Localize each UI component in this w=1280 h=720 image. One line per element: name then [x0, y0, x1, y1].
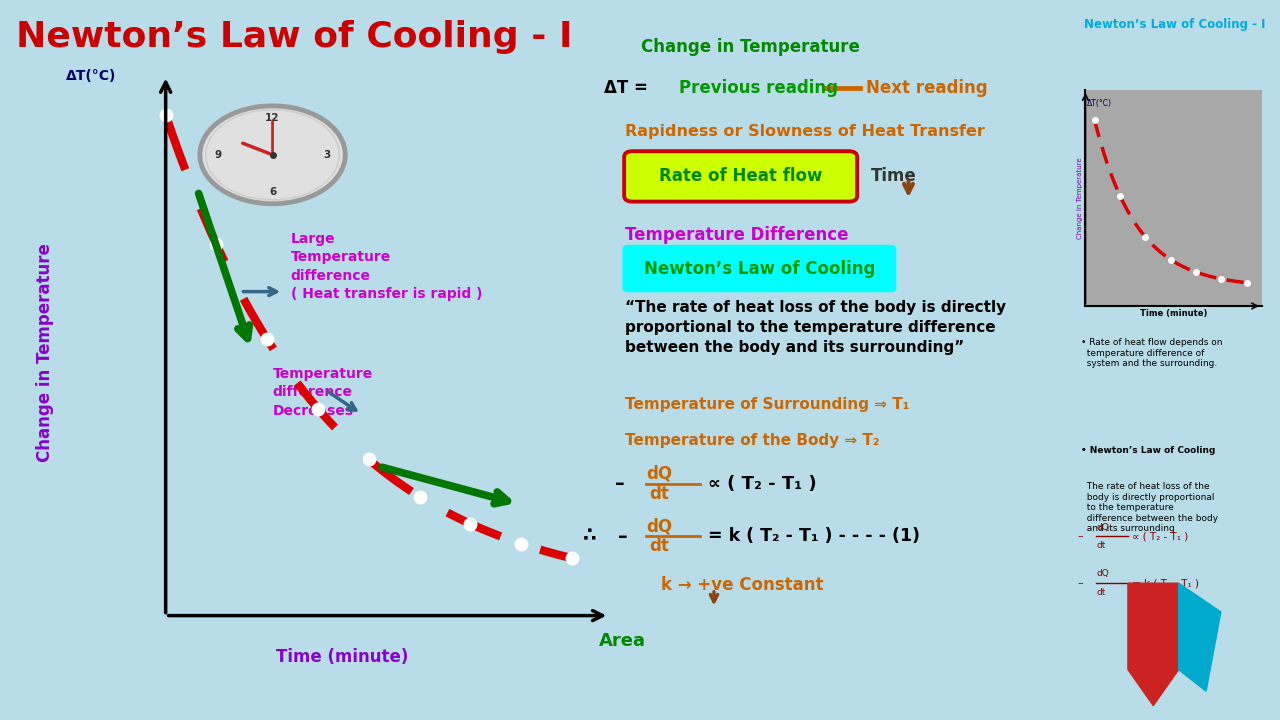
Text: 12: 12 — [265, 113, 280, 123]
Text: –: – — [614, 474, 625, 493]
Text: dt: dt — [1096, 588, 1106, 597]
Text: Temperature of the Body ⇒ T₂: Temperature of the Body ⇒ T₂ — [625, 433, 879, 448]
FancyBboxPatch shape — [625, 151, 858, 202]
Text: 9: 9 — [215, 150, 221, 160]
Text: 6: 6 — [269, 186, 276, 197]
Text: dQ: dQ — [1096, 523, 1108, 531]
Text: Time (minute): Time (minute) — [275, 648, 408, 665]
Text: –: – — [1078, 578, 1083, 588]
Text: 3: 3 — [324, 150, 330, 160]
Text: • Rate of heat flow depends on
  temperature difference of
  system and the surr: • Rate of heat flow depends on temperatu… — [1082, 338, 1222, 368]
Polygon shape — [1179, 583, 1221, 691]
Text: Newton’s Law of Cooling: Newton’s Law of Cooling — [644, 260, 876, 278]
Text: Newton’s Law of Cooling - I: Newton’s Law of Cooling - I — [17, 20, 572, 54]
Text: = k ( T₂ - T₁ ) - - - - (1): = k ( T₂ - T₁ ) - - - - (1) — [708, 527, 919, 546]
Text: Next reading: Next reading — [865, 79, 987, 97]
Text: ΔT =: ΔT = — [604, 79, 648, 97]
Circle shape — [200, 106, 346, 204]
Text: ∴: ∴ — [582, 527, 596, 546]
Text: dt: dt — [1096, 541, 1106, 550]
Text: The rate of heat loss of the
  body is directly proportional
  to the temperatur: The rate of heat loss of the body is dir… — [1082, 482, 1219, 533]
Text: Area: Area — [599, 632, 645, 649]
FancyBboxPatch shape — [623, 246, 896, 292]
Text: Time: Time — [872, 167, 916, 185]
Text: Temperature of Surrounding ⇒ T₁: Temperature of Surrounding ⇒ T₁ — [625, 397, 910, 412]
Text: • Newton’s Law of Cooling: • Newton’s Law of Cooling — [1082, 446, 1216, 455]
Text: Newton’s Law of Cooling - I: Newton’s Law of Cooling - I — [1084, 18, 1265, 31]
Text: –: – — [618, 527, 627, 546]
Text: ∝ ( T₂ - T₁ ): ∝ ( T₂ - T₁ ) — [1132, 531, 1188, 541]
Polygon shape — [1128, 583, 1179, 706]
Text: –: – — [1078, 531, 1083, 541]
Text: Temperature Difference: Temperature Difference — [625, 226, 849, 244]
Text: Large
Temperature
difference
( Heat transfer is rapid ): Large Temperature difference ( Heat tran… — [291, 232, 483, 301]
Text: ΔT(°C): ΔT(°C) — [1087, 99, 1112, 107]
Y-axis label: Change in Temperature: Change in Temperature — [1076, 157, 1083, 239]
Text: dt: dt — [649, 537, 668, 556]
Text: ∝ ( T₂ - T₁ ): ∝ ( T₂ - T₁ ) — [708, 475, 817, 492]
Text: dt: dt — [649, 485, 668, 503]
Text: Change in Temperature: Change in Temperature — [641, 38, 860, 56]
Text: Rapidness or Slowness of Heat Transfer: Rapidness or Slowness of Heat Transfer — [625, 125, 986, 139]
Text: = k ( T₂ - T₁ ): = k ( T₂ - T₁ ) — [1132, 578, 1199, 588]
Text: ΔT(°C): ΔT(°C) — [65, 68, 116, 83]
Text: k → +ve Constant: k → +ve Constant — [660, 576, 823, 593]
Text: Previous reading: Previous reading — [678, 79, 837, 97]
Text: dQ: dQ — [646, 517, 673, 536]
Text: Temperature
difference
Decreases: Temperature difference Decreases — [273, 367, 372, 418]
Text: Rate of Heat flow: Rate of Heat flow — [659, 167, 822, 185]
Text: dQ: dQ — [646, 465, 673, 482]
Text: dQ: dQ — [1096, 570, 1108, 578]
Text: “The rate of heat loss of the body is directly
proportional to the temperature d: “The rate of heat loss of the body is di… — [625, 300, 1006, 356]
Text: Change in Temperature: Change in Temperature — [36, 243, 54, 462]
X-axis label: Time (minute): Time (minute) — [1140, 309, 1207, 318]
